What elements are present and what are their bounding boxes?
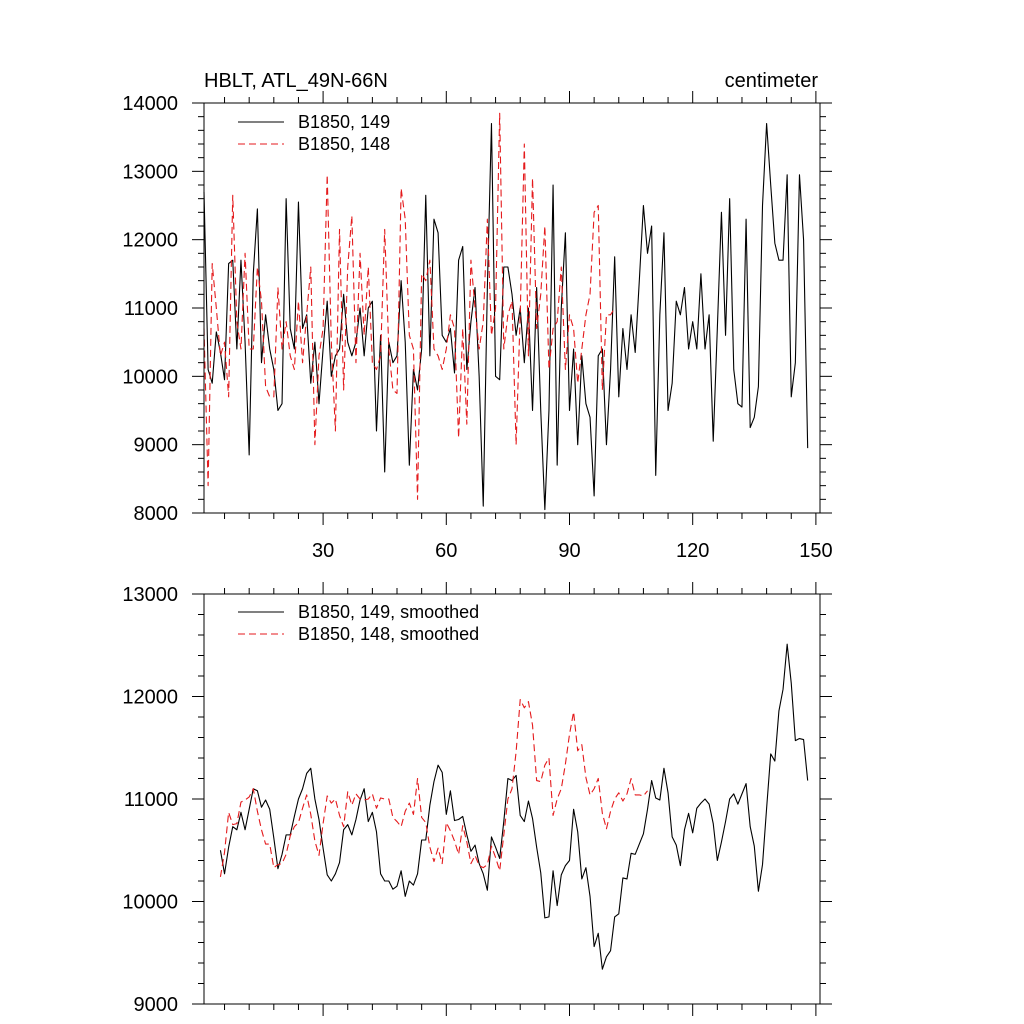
top-legend-label: B1850, 149: [298, 112, 390, 132]
top-ytick-label: 10000: [122, 366, 178, 388]
bottom-series-line-149: [219, 643, 809, 970]
top-legend-label: B1850, 148: [298, 134, 390, 154]
bottom-ytick-label: 12000: [122, 687, 178, 709]
top-ytick-label: 9000: [134, 435, 179, 457]
bottom-ytick-label: 9000: [134, 994, 179, 1016]
top-panel: HBLT, ATL_49N-66N centimeter 8000 9000 100…: [122, 70, 832, 562]
bottom-series-line-148: [219, 699, 648, 877]
top-ytick-label: 14000: [122, 93, 178, 115]
bottom-ytick-label: 11000: [124, 789, 178, 811]
top-ytick-label: 8000: [134, 503, 179, 525]
top-ytick-label: 11000: [124, 298, 178, 320]
bottom-panel-frame: [203, 593, 821, 1005]
bottom-legend-label: B1850, 148, smoothed: [298, 624, 479, 644]
top-xtick-label: 90: [558, 540, 580, 562]
top-xtick-label: 30: [312, 540, 334, 562]
top-xtick-label: 120: [676, 540, 709, 562]
top-panel-units: centimeter: [725, 70, 819, 92]
bottom-ytick-label: 13000: [122, 584, 178, 606]
top-xtick-label: 150: [799, 540, 832, 562]
top-panel-title: HBLT, ATL_49N-66N: [204, 70, 388, 92]
top-series-line-148: [203, 112, 616, 500]
top-series-line-149: [203, 122, 809, 511]
top-ytick-label: 13000: [122, 161, 178, 183]
bottom-legend-label: B1850, 149, smoothed: [298, 602, 479, 622]
top-ytick-label: 12000: [122, 230, 178, 252]
bottom-panel: 9000 10000 11000 12000 13000 B1850, 149, smo…: [122, 582, 832, 1016]
top-xtick-label: 60: [435, 540, 457, 562]
bottom-ytick-label: 10000: [122, 892, 178, 914]
